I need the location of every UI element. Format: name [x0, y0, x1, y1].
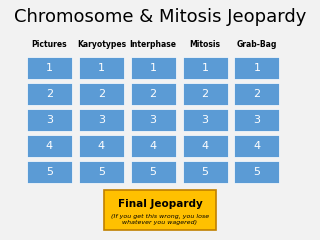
FancyBboxPatch shape — [234, 57, 279, 79]
Text: 2: 2 — [253, 89, 260, 99]
Text: 1: 1 — [46, 63, 53, 73]
FancyBboxPatch shape — [104, 190, 216, 230]
FancyBboxPatch shape — [234, 135, 279, 157]
Text: 4: 4 — [253, 141, 260, 151]
FancyBboxPatch shape — [234, 109, 279, 131]
FancyBboxPatch shape — [27, 109, 72, 131]
Text: 3: 3 — [98, 115, 105, 125]
FancyBboxPatch shape — [79, 109, 124, 131]
FancyBboxPatch shape — [234, 161, 279, 183]
Text: 1: 1 — [98, 63, 105, 73]
Text: 4: 4 — [150, 141, 157, 151]
Text: 5: 5 — [46, 167, 53, 177]
Text: Final Jeopardy: Final Jeopardy — [118, 199, 202, 210]
Text: 4: 4 — [46, 141, 53, 151]
FancyBboxPatch shape — [27, 83, 72, 105]
FancyBboxPatch shape — [27, 57, 72, 79]
Text: Pictures: Pictures — [32, 40, 67, 48]
Text: 5: 5 — [253, 167, 260, 177]
FancyBboxPatch shape — [79, 135, 124, 157]
FancyBboxPatch shape — [27, 161, 72, 183]
Text: 1: 1 — [202, 63, 209, 73]
Text: 5: 5 — [202, 167, 209, 177]
Text: Interphase: Interphase — [130, 40, 177, 48]
Text: 1: 1 — [150, 63, 157, 73]
Text: 2: 2 — [46, 89, 53, 99]
Text: 1: 1 — [253, 63, 260, 73]
Text: Karyotypes: Karyotypes — [77, 40, 126, 48]
Text: 3: 3 — [202, 115, 209, 125]
FancyBboxPatch shape — [79, 83, 124, 105]
Text: 4: 4 — [202, 141, 209, 151]
FancyBboxPatch shape — [182, 109, 228, 131]
FancyBboxPatch shape — [131, 83, 176, 105]
FancyBboxPatch shape — [182, 57, 228, 79]
Text: (If you get this wrong, you lose
whatever you wagered): (If you get this wrong, you lose whateve… — [111, 214, 209, 225]
Text: 4: 4 — [98, 141, 105, 151]
FancyBboxPatch shape — [79, 57, 124, 79]
FancyBboxPatch shape — [131, 161, 176, 183]
FancyBboxPatch shape — [182, 161, 228, 183]
Text: Grab-Bag: Grab-Bag — [237, 40, 277, 48]
Text: 5: 5 — [150, 167, 157, 177]
FancyBboxPatch shape — [234, 83, 279, 105]
Text: 3: 3 — [46, 115, 53, 125]
Text: 5: 5 — [98, 167, 105, 177]
Text: 2: 2 — [150, 89, 157, 99]
Text: Chromosome & Mitosis Jeopardy: Chromosome & Mitosis Jeopardy — [14, 8, 306, 26]
FancyBboxPatch shape — [131, 109, 176, 131]
Text: 3: 3 — [253, 115, 260, 125]
FancyBboxPatch shape — [79, 161, 124, 183]
FancyBboxPatch shape — [27, 135, 72, 157]
FancyBboxPatch shape — [131, 135, 176, 157]
Text: Mitosis: Mitosis — [189, 40, 220, 48]
FancyBboxPatch shape — [182, 83, 228, 105]
Text: 2: 2 — [202, 89, 209, 99]
Text: 2: 2 — [98, 89, 105, 99]
Text: 3: 3 — [150, 115, 157, 125]
FancyBboxPatch shape — [182, 135, 228, 157]
FancyBboxPatch shape — [131, 57, 176, 79]
